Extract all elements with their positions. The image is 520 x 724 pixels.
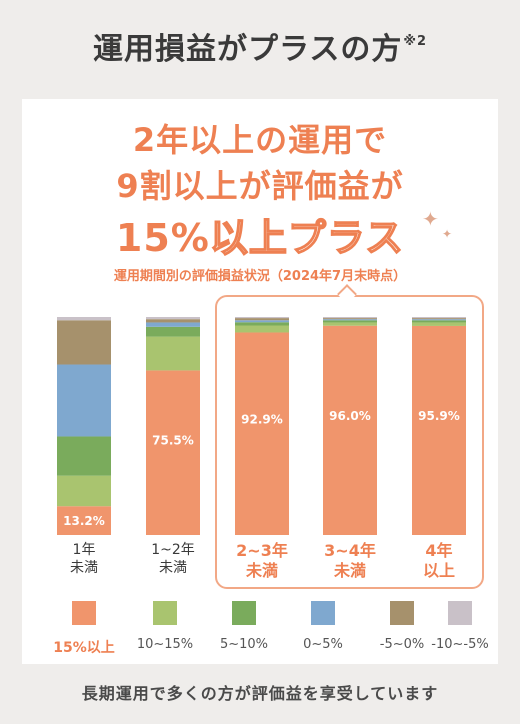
headline-percent: 15% bbox=[115, 216, 210, 260]
bar-segment-4-2 bbox=[323, 322, 377, 326]
data-label-4: 96.0% bbox=[329, 409, 371, 423]
bar-segment-3-6 bbox=[235, 317, 289, 319]
category-label-3: 2~3年 未満 bbox=[236, 541, 288, 580]
legend-swatch-2 bbox=[153, 601, 177, 625]
bar-segment-1-6 bbox=[57, 317, 111, 321]
bar-segment-4-5 bbox=[323, 318, 377, 320]
legend-label-4: 0~5% bbox=[303, 637, 343, 652]
data-label-2: 75.5% bbox=[152, 433, 194, 447]
bar-segment-5-5 bbox=[412, 318, 466, 320]
legend-label-6: -10~-5% bbox=[431, 637, 489, 652]
bar-segment-5-6 bbox=[412, 317, 466, 319]
data-label-3: 92.9% bbox=[241, 413, 283, 427]
category-label-4: 3~4年 未満 bbox=[324, 541, 376, 580]
headline-outline-text: 以上プラス bbox=[209, 215, 405, 261]
legend-label-3: 5~10% bbox=[219, 637, 269, 652]
legend-label-5: -5~0% bbox=[379, 637, 425, 652]
data-label-1: 13.2% bbox=[63, 514, 105, 528]
bar-segment-1-5 bbox=[57, 320, 111, 365]
footer-text: 長期運用で多くの方が評価益を享受しています bbox=[81, 684, 439, 703]
title-note: ※2 bbox=[403, 34, 428, 49]
bar-segment-2-5 bbox=[146, 319, 200, 323]
legend-swatch-1 bbox=[72, 601, 96, 625]
category-label-5: 4年 以上 bbox=[422, 541, 455, 580]
bar-segment-1-4 bbox=[57, 364, 111, 437]
bar-segment-3-2 bbox=[235, 325, 289, 333]
bar-segment-1-3 bbox=[57, 436, 111, 476]
bar-segment-2-1 bbox=[146, 370, 200, 535]
bar-segment-5-3 bbox=[412, 320, 466, 323]
category-label-2: 1~2年 未満 bbox=[151, 542, 195, 576]
headline-line-3: 15%以上プラス bbox=[22, 207, 498, 262]
legend-swatch-5 bbox=[390, 601, 414, 625]
bar-segment-3-1 bbox=[235, 332, 289, 535]
legend-swatch-3 bbox=[232, 601, 256, 625]
bar-segment-4-1 bbox=[323, 325, 377, 535]
legend-label-2: 10~15% bbox=[136, 637, 194, 652]
legend-swatch-6 bbox=[448, 601, 472, 625]
bar-segment-3-4 bbox=[235, 320, 289, 323]
legend-swatch-4 bbox=[311, 601, 335, 625]
bar-segment-4-3 bbox=[323, 320, 377, 323]
bar-segment-3-3 bbox=[235, 322, 289, 326]
bar-segment-1-2 bbox=[57, 475, 111, 507]
bar-segment-2-3 bbox=[146, 326, 200, 337]
bar-segment-2-6 bbox=[146, 317, 200, 320]
headline-line-1: 2年以上の運用で bbox=[132, 121, 388, 159]
sparkle-icon: ✦ bbox=[422, 207, 439, 231]
bar-segment-5-1 bbox=[412, 325, 466, 535]
bar-segment-2-4 bbox=[146, 322, 200, 327]
bar-segment-2-2 bbox=[146, 336, 200, 371]
stacked-bar-chart: 13.2% 75.5% 92.9% 96.0% 95.9% bbox=[57, 317, 466, 535]
headline-line-2: 9割以上が評価益が bbox=[116, 167, 404, 205]
page-title: 運用損益がプラスの方※2 bbox=[92, 32, 428, 67]
chart-subtitle: 運用期間別の評価損益状況（2024年7月末時点） bbox=[113, 269, 407, 284]
bar-segment-1-1 bbox=[57, 506, 111, 535]
sparkle-small-icon: ✦ bbox=[442, 227, 453, 241]
bar-segment-5-2 bbox=[412, 322, 466, 326]
bar-segment-4-4 bbox=[323, 319, 377, 321]
category-label-1: 1年 未満 bbox=[70, 542, 98, 576]
data-label-5: 95.9% bbox=[418, 409, 460, 423]
bar-segment-3-5 bbox=[235, 318, 289, 321]
bar-segment-5-4 bbox=[412, 319, 466, 321]
legend-label-1: 15%以上 bbox=[53, 640, 115, 656]
bar-segment-4-6 bbox=[323, 317, 377, 319]
chart-card: 2年以上の運用で 9割以上が評価益が 15%以上プラス ✦ ✦ 運用期間別の評価… bbox=[22, 99, 498, 664]
